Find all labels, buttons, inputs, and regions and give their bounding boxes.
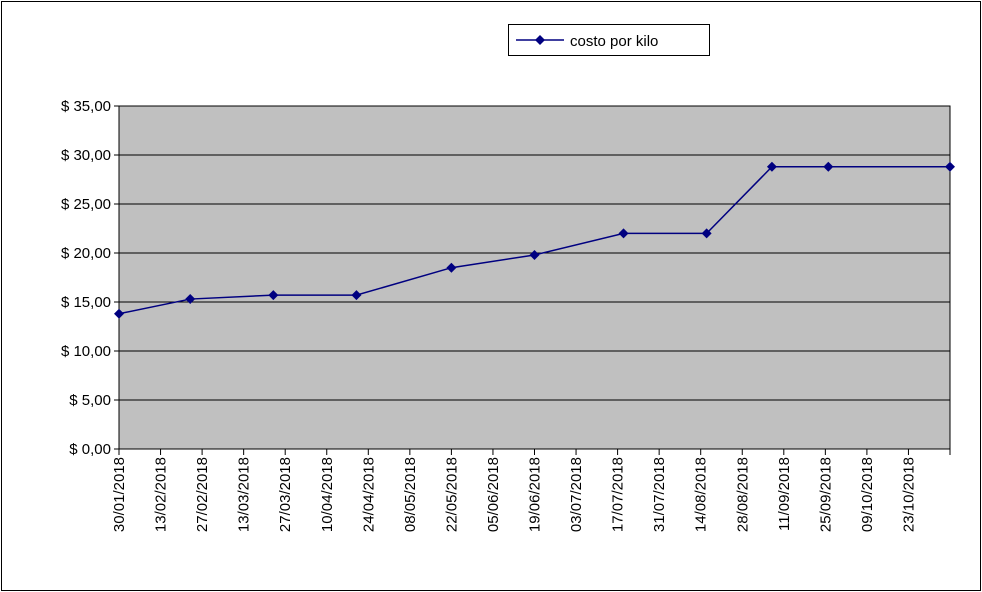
y-tick-label: $ 0,00 — [69, 441, 111, 458]
x-tick-label: 23/10/2018 — [900, 457, 917, 532]
x-tick-label: 13/03/2018 — [236, 457, 253, 532]
data-point — [823, 161, 834, 172]
x-tick-label: 24/04/2018 — [360, 457, 377, 532]
x-tick-label: 27/03/2018 — [277, 457, 294, 532]
y-tick-label: $ 20,00 — [61, 245, 111, 262]
x-tick-label: 25/09/2018 — [817, 457, 834, 532]
x-tick-label: 03/07/2018 — [568, 457, 585, 532]
x-tick-label: 09/10/2018 — [859, 457, 876, 532]
x-tick-label: 10/04/2018 — [319, 457, 336, 532]
y-tick-label: $ 10,00 — [61, 343, 111, 360]
y-tick-label: $ 15,00 — [61, 294, 111, 311]
x-tick-label: 30/01/2018 — [111, 457, 128, 532]
y-tick-label: $ 35,00 — [61, 98, 111, 115]
x-tick-label: 14/08/2018 — [693, 457, 710, 532]
x-tick-label: 19/06/2018 — [527, 457, 544, 532]
data-point — [766, 161, 777, 172]
data-point — [529, 249, 540, 260]
y-tick-label: $ 5,00 — [69, 392, 111, 409]
y-tick-label: $ 25,00 — [61, 196, 111, 213]
plot-area — [119, 106, 950, 449]
x-tick-label: 22/05/2018 — [443, 457, 460, 532]
x-tick-label: 31/07/2018 — [651, 457, 668, 532]
data-point — [268, 290, 279, 301]
x-tick-label: 08/05/2018 — [402, 457, 419, 532]
x-tick-label: 28/08/2018 — [734, 457, 751, 532]
x-tick-label: 05/06/2018 — [485, 457, 502, 532]
y-tick-label: $ 30,00 — [61, 147, 111, 164]
x-tick-label: 27/02/2018 — [194, 457, 211, 532]
data-point — [618, 228, 629, 239]
data-point — [945, 161, 955, 172]
x-tick-label: 11/09/2018 — [776, 457, 793, 531]
data-point — [446, 262, 457, 273]
x-tick-label: 13/02/2018 — [153, 457, 170, 532]
data-point — [351, 290, 362, 301]
data-point — [185, 294, 196, 305]
legend-marker — [535, 35, 545, 45]
legend-label: costo por kilo — [570, 33, 658, 50]
data-point — [114, 308, 124, 319]
x-tick-label: 17/07/2018 — [610, 457, 627, 532]
data-point — [701, 228, 712, 239]
